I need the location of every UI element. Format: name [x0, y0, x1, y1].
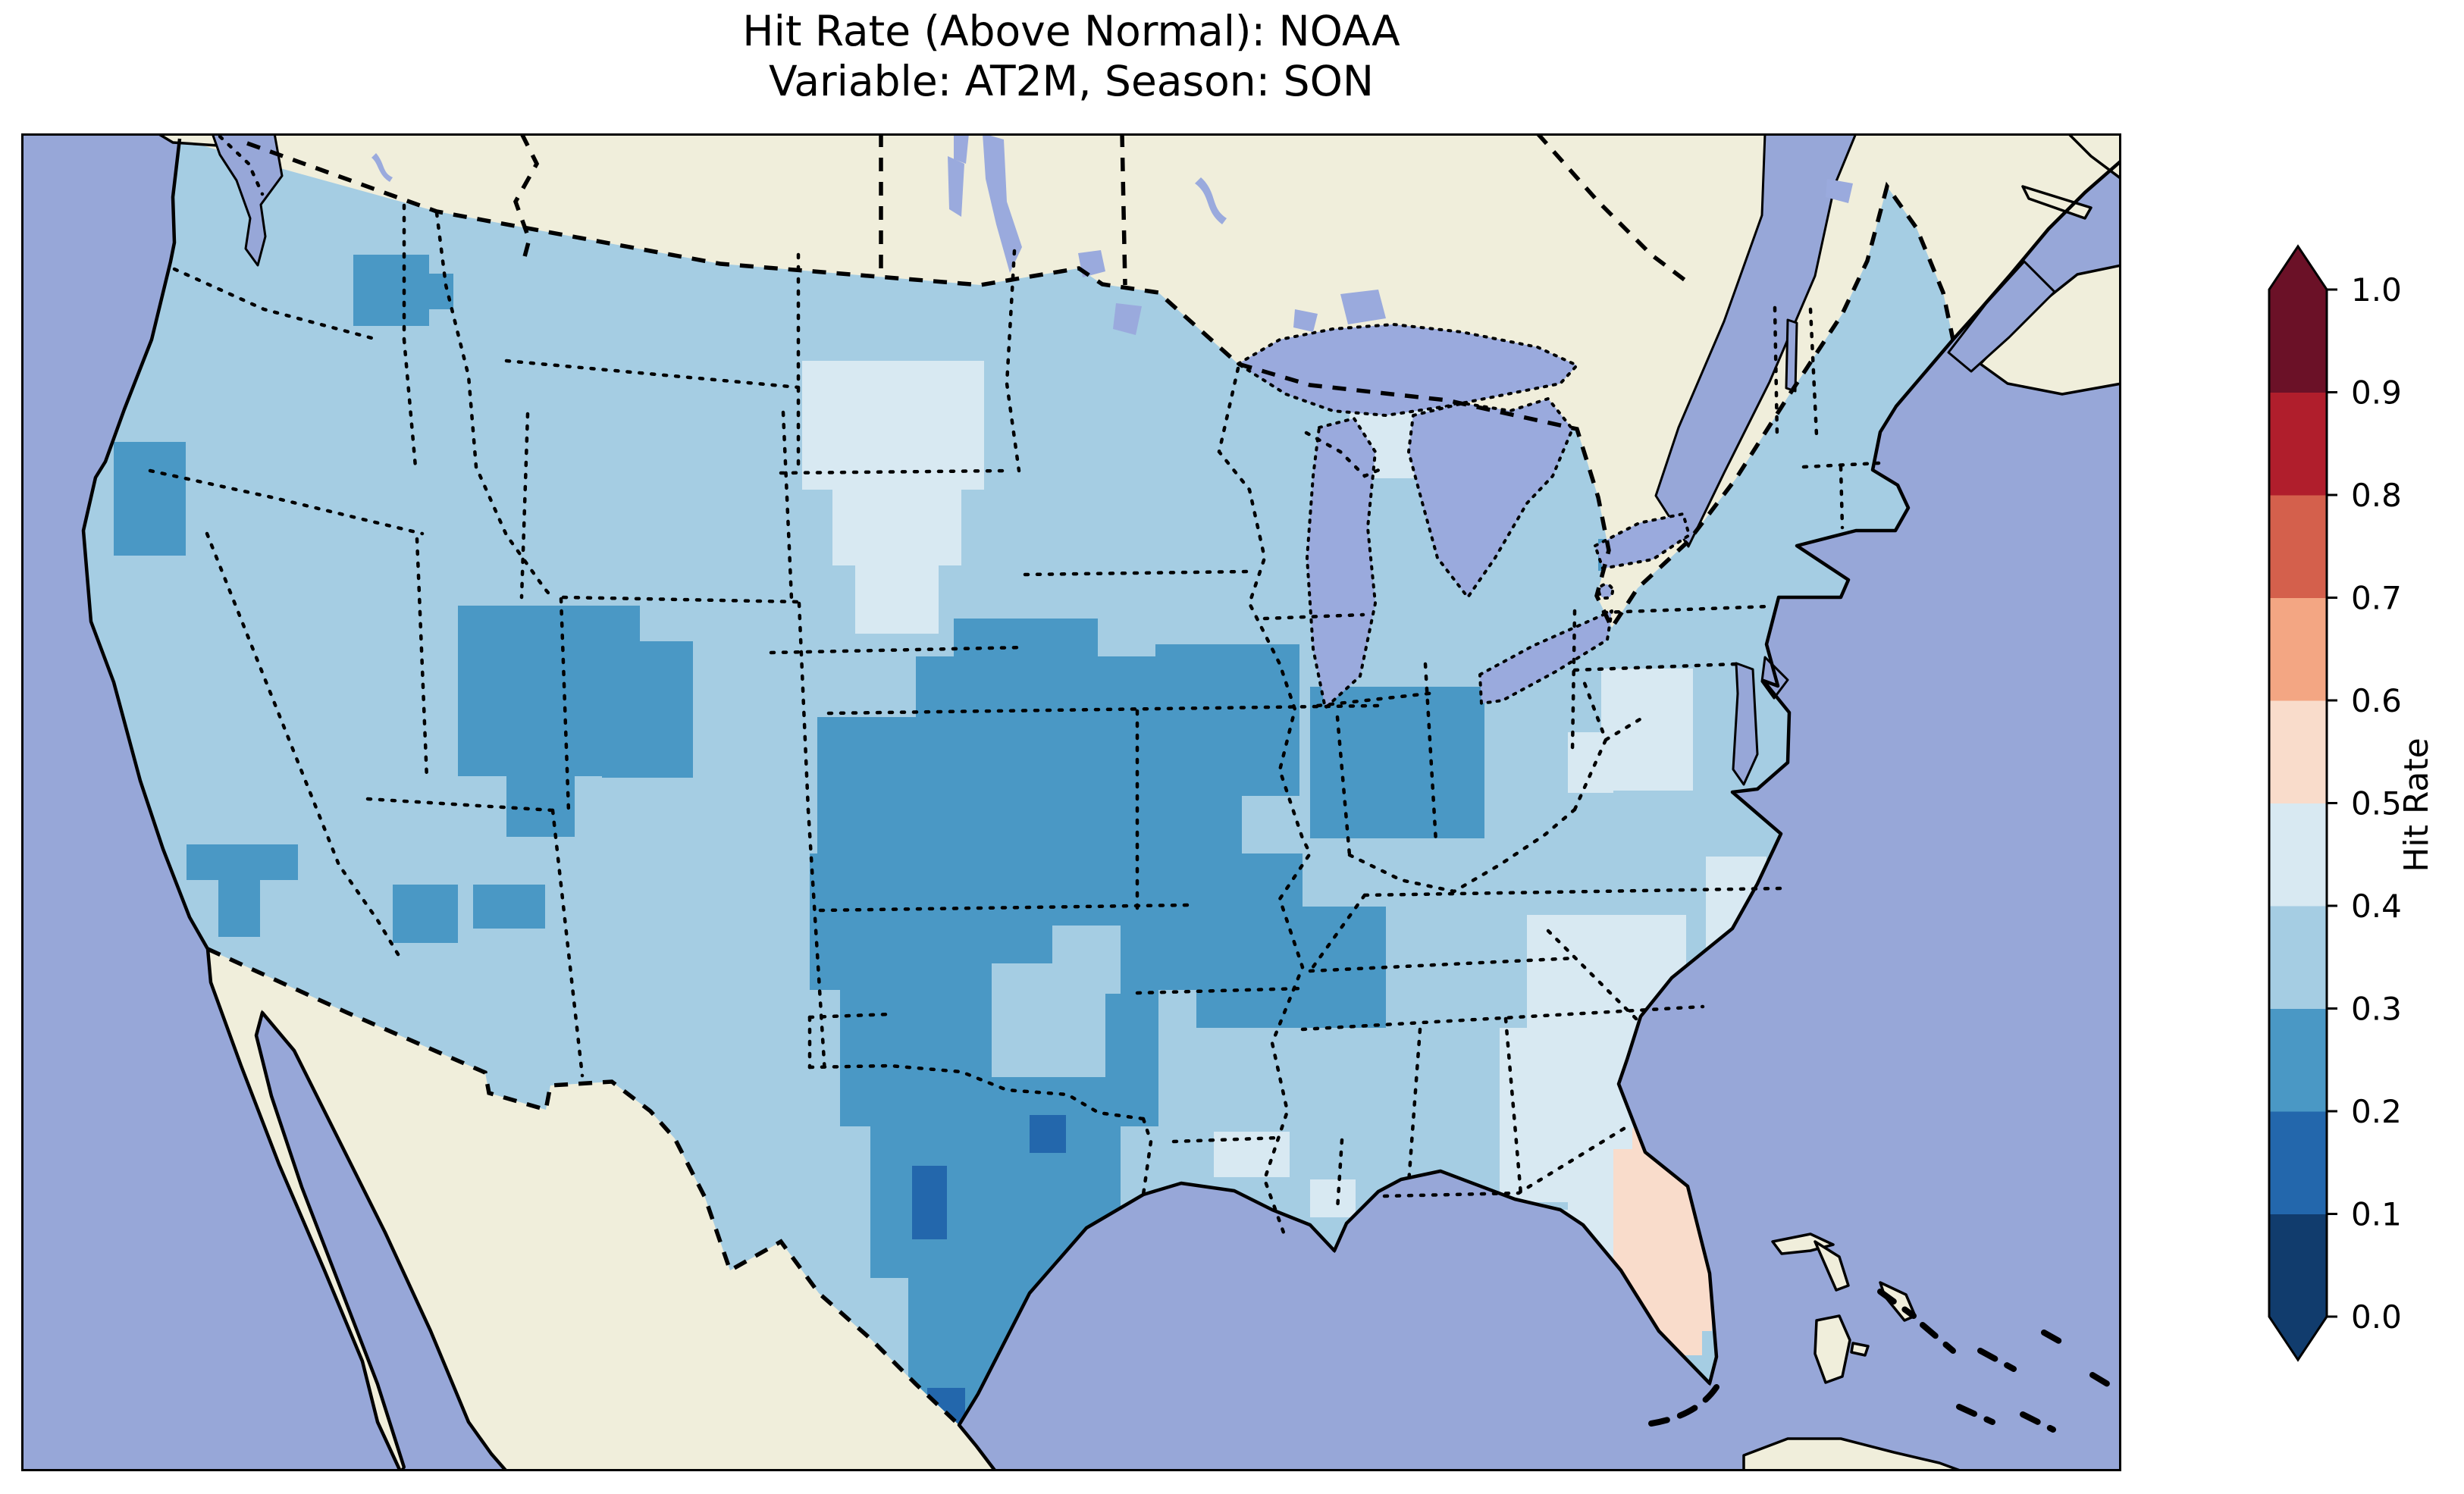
figure-subtitle: Variable: AT2M, Season: SON [768, 57, 1375, 105]
colorbar-segment-0.2-0.3 [2269, 1008, 2327, 1112]
colorbar-tick-label: 0.4 [2351, 888, 2402, 925]
lake-superior [1237, 323, 1578, 417]
colorbar-segment-0.5-0.6 [2269, 700, 2327, 803]
colorbar-tick-label: 0.3 [2351, 991, 2402, 1028]
country-borders [206, 133, 1955, 1427]
colorbar-tick-label: 0.8 [2351, 477, 2402, 514]
ontario-lake-small [1293, 309, 1318, 332]
canada-river-2 [1195, 177, 1227, 224]
quebec-lake-small [1826, 179, 1853, 203]
heatmap-cell [408, 274, 453, 309]
heatmap-cell [506, 776, 575, 837]
red-lakes [1113, 303, 1142, 335]
colorbar-tick-label: 0.7 [2351, 580, 2402, 617]
colorbar-extend-min-arrow [2269, 1317, 2327, 1360]
heatmap-cell [1030, 1115, 1066, 1153]
ontario-quebec-border [1535, 133, 1690, 285]
map-frame [21, 133, 2121, 1471]
colorbar-svg: 0.0 0.1 0.2 0.3 0.4 0.5 0.6 0.7 0.8 0.9 1.0 Hit Ra… [2268, 244, 2436, 1362]
prince-edward-island [2021, 185, 2093, 220]
newfoundland [2067, 133, 2121, 180]
lake-winnipegosis [954, 133, 969, 164]
us-mexico-border [206, 947, 961, 1427]
heatmap-cell [187, 844, 298, 880]
heatmap-cell [954, 619, 1098, 709]
islands [156, 133, 2121, 1471]
colorbar-segment-0.8-0.9 [2269, 392, 2327, 496]
st-lawrence-river [1654, 133, 1857, 548]
colorbar-extend-max-arrow [2269, 246, 2327, 290]
colorbar-tick-label: 0.5 [2351, 785, 2402, 822]
colorbar-segment-0.9-1.0 [2269, 290, 2327, 393]
coastal-waters [211, 133, 2056, 786]
colorbar-tick-label: 0.6 [2351, 682, 2402, 719]
heatmap-cell [1155, 644, 1299, 796]
map-axes [21, 133, 2121, 1471]
bc-alberta-border [513, 133, 540, 263]
heatmap-cell [832, 475, 961, 565]
heatmap-cell [912, 1166, 947, 1239]
great-lakes [1237, 323, 1691, 709]
colorbar-segment-0.4-0.5 [2269, 803, 2327, 907]
heatmap-cell [1601, 669, 1693, 791]
cuba [1742, 1437, 1964, 1471]
state-borders [148, 134, 1881, 1235]
us-canada-border [246, 141, 1955, 632]
figure-title: Hit Rate (Above Normal): NOAA [742, 7, 1400, 55]
colorbar-segment-0.6-0.7 [2269, 597, 2327, 701]
canadian-lakes [371, 133, 1853, 335]
heatmap-cell [1052, 926, 1121, 994]
heatmap-cell [855, 558, 939, 634]
colorbar-tick-label: 1.0 [2351, 271, 2402, 309]
chesapeake-bay [1732, 662, 1759, 786]
saskatchewan-manitoba-border [1120, 133, 1127, 286]
colorbar-label: Hit Rate [2397, 738, 2436, 872]
heatmap-cell [1310, 1179, 1356, 1217]
abaco [1814, 1240, 1850, 1292]
keys-and-cays [1648, 1289, 2118, 1433]
new-providence [1850, 1342, 1870, 1357]
colorbar-ticks: 0.0 0.1 0.2 0.3 0.4 0.5 0.6 0.7 0.8 0.9 1.0 [2327, 271, 2402, 1336]
colorbar-segments [2269, 290, 2327, 1317]
colorbar-segment-0.0-0.1 [2269, 1214, 2327, 1317]
colorbar-tick-label: 0.9 [2351, 374, 2402, 412]
colorbar-tick-label: 0.1 [2351, 1196, 2402, 1233]
heatmap-cell [393, 885, 458, 943]
lake-manitoba [948, 156, 964, 217]
bahama-cays [1877, 1289, 2118, 1433]
strait-of-juan-de-fuca [211, 133, 284, 267]
canada-river-1 [371, 153, 393, 182]
figure-title-block: Hit Rate (Above Normal): NOAA Variable: … [0, 6, 2143, 106]
heatmap-cell [1310, 687, 1484, 838]
heatmap-cell [218, 880, 260, 937]
colorbar-segment-0.3-0.4 [2269, 906, 2327, 1009]
colorbar-tick-label: 0.2 [2351, 1093, 2402, 1130]
lake-nipigon [1340, 290, 1386, 324]
lake-winnipeg [983, 133, 1022, 273]
colorbar: 0.0 0.1 0.2 0.3 0.4 0.5 0.6 0.7 0.8 0.9 1.0 Hit Ra… [2244, 227, 2464, 1410]
florida-keys [1648, 1384, 1719, 1427]
lake-huron [1407, 397, 1574, 599]
andros [1814, 1314, 1851, 1384]
heatmap-cell [114, 442, 186, 556]
lake-st-clair [1597, 583, 1614, 600]
heatmap-cell [473, 885, 545, 929]
heatmap-cell [602, 641, 693, 778]
lake-champlain [1785, 318, 1798, 393]
colorbar-segment-0.1-0.2 [2269, 1111, 2327, 1214]
colorbar-tick-label: 0.0 [2351, 1298, 2402, 1336]
heatmap-cell [802, 361, 984, 490]
lake-erie [1478, 609, 1613, 705]
heatmap-cell [1196, 907, 1386, 1028]
coastline [81, 133, 2121, 1471]
colorbar-segment-0.7-0.8 [2269, 495, 2327, 598]
us-hit-rate-map [21, 133, 2121, 1471]
lake-michigan [1306, 417, 1377, 709]
